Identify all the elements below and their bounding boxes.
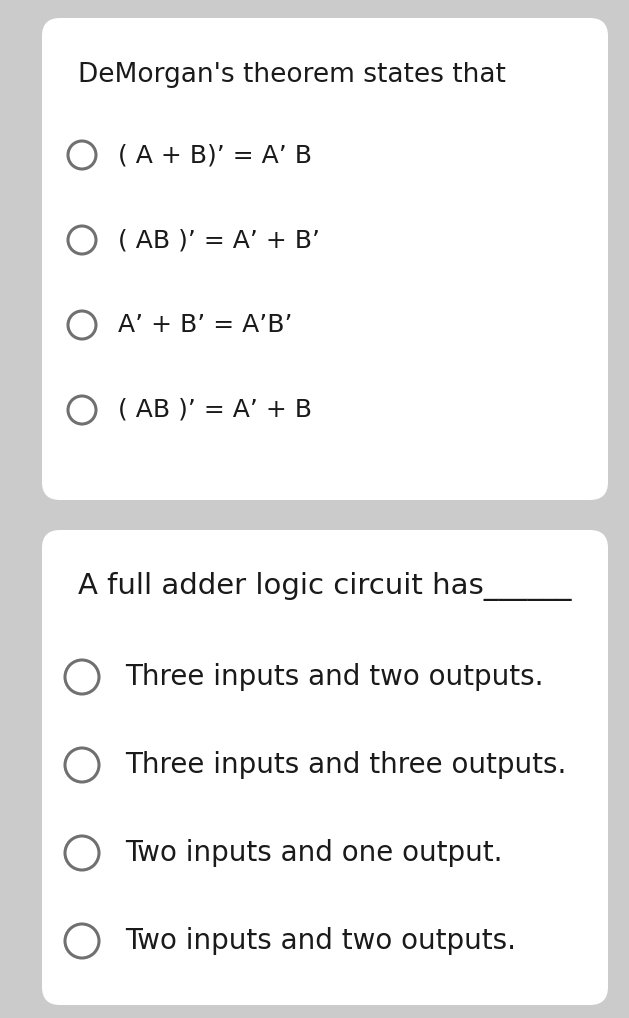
Text: ( A + B)’ = A’ B: ( A + B)’ = A’ B [118, 143, 312, 167]
Text: DeMorgan's theorem states that: DeMorgan's theorem states that [78, 62, 506, 88]
Text: A’ + B’ = A’B’: A’ + B’ = A’B’ [118, 313, 292, 337]
FancyBboxPatch shape [42, 530, 608, 1005]
Text: Three inputs and three outputs.: Three inputs and three outputs. [125, 751, 566, 779]
Text: Two inputs and one output.: Two inputs and one output. [125, 839, 503, 867]
Text: Three inputs and two outputs.: Three inputs and two outputs. [125, 663, 543, 691]
Text: ( AB )’ = A’ + B’: ( AB )’ = A’ + B’ [118, 228, 320, 252]
Text: A full adder logic circuit has______: A full adder logic circuit has______ [78, 572, 572, 601]
Text: ( AB )’ = A’ + B: ( AB )’ = A’ + B [118, 398, 312, 422]
FancyBboxPatch shape [42, 18, 608, 500]
Text: Two inputs and two outputs.: Two inputs and two outputs. [125, 927, 516, 955]
